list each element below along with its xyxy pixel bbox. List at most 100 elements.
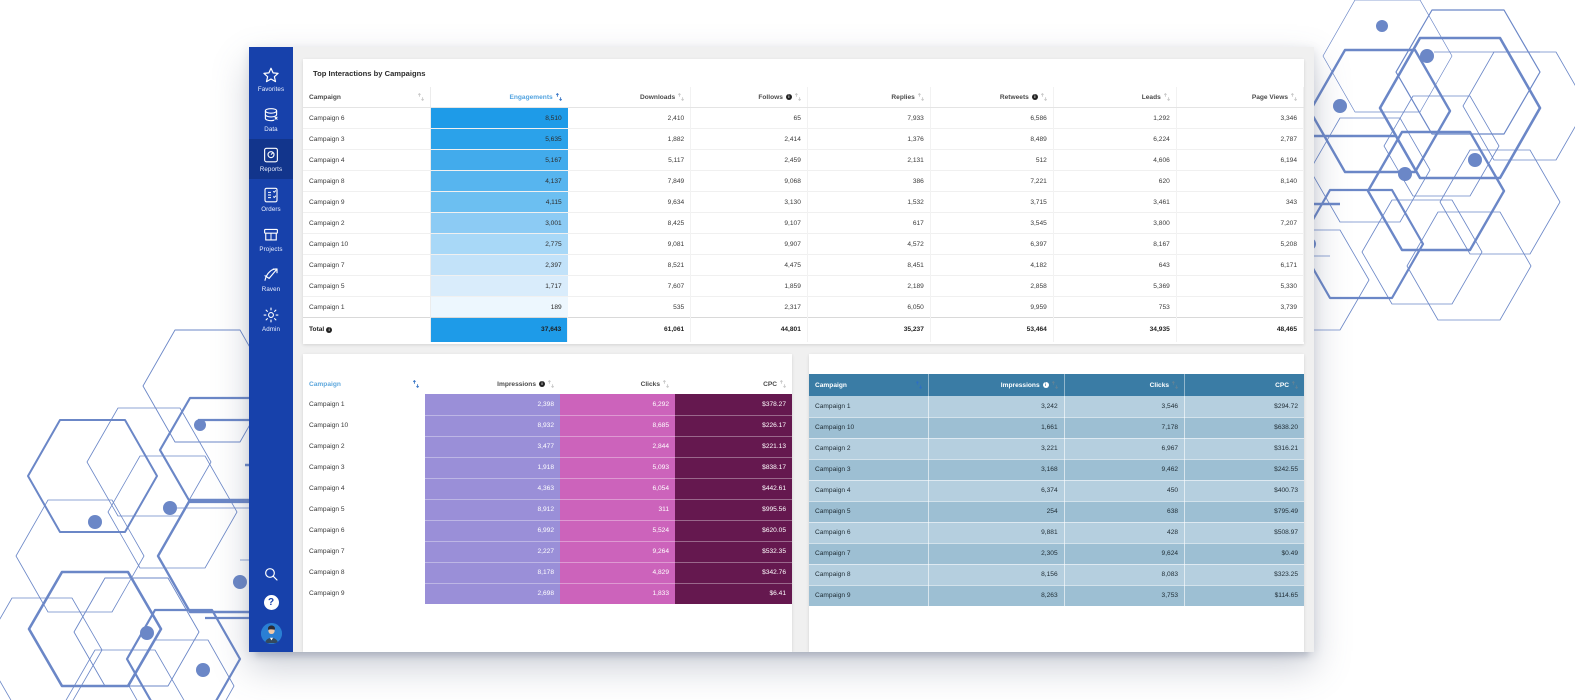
cell-cpc: $323.25 [1184,564,1304,586]
sort-icon[interactable] [548,380,554,388]
column-label: CPC [763,380,777,388]
sort-icon[interactable] [413,380,419,388]
search-icon[interactable] [263,566,279,582]
sort-icon[interactable] [917,93,924,101]
cell-retweets: 512 [930,149,1054,171]
table-row[interactable]: Campaign 10 8,932 8,685 $226.17 [303,415,792,437]
cell-engagements: 189 [430,296,568,318]
table-row[interactable]: Campaign 6 6,992 5,524 $620.05 [303,520,792,542]
table-row[interactable]: Campaign 4 5,167 5,117 2,459 2,131 512 4,606 6,… [303,149,1304,171]
column-header-page-views[interactable]: Page Views [1176,87,1304,108]
sort-icon[interactable] [794,93,801,101]
sort-icon[interactable] [1292,381,1298,389]
sort-icon[interactable] [1291,93,1297,101]
right-table-scroll[interactable]: Campaign Impressions i Clicks CPC Campaig… [809,374,1304,652]
table-row[interactable]: Campaign 8 4,137 7,849 9,068 386 7,221 620 8,14… [303,170,1304,192]
sidebar-item-reports[interactable]: Reports [249,139,293,179]
table-row[interactable]: Campaign 10 2,775 9,081 9,907 4,572 6,397 8,16… [303,233,1304,255]
column-header-cpc[interactable]: CPC [1184,374,1304,396]
cell-impressions: 8,932 [425,415,560,437]
table-row[interactable]: Campaign 6 9,881 428 $508.97 [809,522,1304,544]
table-row[interactable]: Campaign 7 2,305 9,624 $0.49 [809,543,1304,565]
column-header-retweets[interactable]: Retweets i [930,87,1054,108]
table-row[interactable]: Campaign 7 2,227 9,264 $532.35 [303,541,792,563]
cell-retweets: 8,489 [930,128,1054,150]
sort-icon[interactable] [417,93,424,101]
table-row[interactable]: Campaign 8 8,178 4,829 $342.76 [303,562,792,584]
column-header-campaign[interactable]: Campaign [809,374,929,396]
table-row[interactable]: Campaign 4 4,363 6,054 $442.61 [303,478,792,500]
table-row[interactable]: Campaign 9 2,698 1,833 $6.41 [303,583,792,605]
table-row[interactable]: Campaign 2 3,001 8,425 9,107 617 3,545 3,800 7,… [303,212,1304,234]
table-row[interactable]: Campaign 3 5,635 1,882 2,414 1,376 8,489 6,224… [303,128,1304,150]
sort-icon[interactable] [1040,93,1047,101]
info-icon[interactable]: i [326,327,333,334]
table-row[interactable]: Campaign 2 3,221 6,967 $316.21 [809,438,1304,460]
top-interactions-card: Top Interactions by Campaigns Campaign E… [303,59,1304,344]
sort-icon[interactable] [1051,381,1058,389]
cell-campaign: Campaign 9 [303,191,431,213]
sidebar-utility-group: ? [249,566,293,644]
sort-icon[interactable] [780,380,786,388]
application-window: Favorites Data Reports [249,47,1314,652]
column-header-campaign[interactable]: Campaign [303,374,425,394]
table-row[interactable]: Campaign 6 8,510 2,410 65 7,933 6,586 1,292 3,3… [303,107,1304,129]
cell-total-label: Total i [303,317,431,342]
sidebar-item-raven[interactable]: Raven [249,259,293,299]
cell-impressions: 2,227 [425,541,560,563]
cell-impressions: 3,168 [928,459,1065,481]
cell-cpc: $532.35 [675,541,792,563]
column-header-clicks[interactable]: Clicks [1064,374,1186,396]
column-header-cpc[interactable]: CPC [675,374,792,394]
left-table-scroll[interactable]: Campaign Impressions i Clicks CPC Campaig… [303,374,792,652]
sort-icon[interactable] [678,93,685,101]
table-row[interactable]: Campaign 5 1,717 7,607 1,859 2,189 2,858 5,369… [303,275,1304,297]
table-row[interactable]: Campaign 9 4,115 9,634 3,130 1,532 3,715 3,461… [303,191,1304,213]
info-icon[interactable]: i [785,94,792,100]
table-row[interactable]: Campaign 3 3,168 9,462 $242.55 [809,459,1304,481]
column-header-downloads[interactable]: Downloads [567,87,692,108]
avatar[interactable] [260,623,282,644]
table-row[interactable]: Campaign 4 6,374 450 $400.73 [809,480,1304,502]
table-row[interactable]: Campaign 5 8,912 311 $995.56 [303,499,792,521]
cell-downloads: 7,607 [567,275,692,297]
sort-icon[interactable] [1172,381,1179,389]
cell-leads: 643 [1053,254,1177,276]
sort-icon[interactable] [663,380,669,388]
sort-icon[interactable] [1163,93,1170,101]
column-header-follows[interactable]: Follows i [690,87,808,108]
sidebar-item-data[interactable]: Data [249,99,293,139]
database-icon [264,108,278,122]
sort-icon[interactable] [555,93,562,101]
table-row[interactable]: Campaign 2 3,477 2,844 $221.13 [303,436,792,458]
table-row[interactable]: Campaign 9 8,263 3,753 $114.65 [809,585,1304,607]
cell-cpc: $508.97 [1184,522,1304,544]
table-row[interactable]: Campaign 5 254 638 $795.49 [809,501,1304,523]
info-icon[interactable]: i [1031,94,1038,100]
info-icon[interactable]: i [539,381,545,387]
table-row[interactable]: Campaign 8 8,156 8,083 $323.25 [809,564,1304,586]
table-row[interactable]: Campaign 1 3,242 3,546 $294.72 [809,396,1304,418]
column-header-replies[interactable]: Replies [807,87,931,108]
top-table-scroll[interactable]: Campaign Engagements Downloads Follows i … [303,87,1304,344]
table-row[interactable]: Campaign 1 2,398 6,292 $378.27 [303,394,792,416]
info-icon[interactable]: i [1042,382,1049,388]
column-label: Campaign [309,93,341,101]
sidebar-item-favorites[interactable]: Favorites [249,59,293,99]
column-header-engagements[interactable]: Engagements [430,87,568,108]
column-header-campaign[interactable]: Campaign [303,87,431,108]
sidebar-item-orders[interactable]: Orders [249,179,293,219]
table-row[interactable]: Campaign 1 189 535 2,317 6,050 9,959 753 3,739 [303,296,1304,318]
sort-icon[interactable] [915,381,922,389]
sidebar-item-admin[interactable]: Admin [249,299,293,339]
column-header-leads[interactable]: Leads [1053,87,1177,108]
sidebar-item-projects[interactable]: Projects [249,219,293,259]
table-row[interactable]: Campaign 3 1,918 5,093 $838.17 [303,457,792,479]
column-header-clicks[interactable]: Clicks [560,374,675,394]
column-header-impressions[interactable]: Impressions i [425,374,560,394]
table-row[interactable]: Campaign 7 2,397 8,521 4,475 8,451 4,182 643 6,… [303,254,1304,276]
help-icon[interactable]: ? [263,595,279,610]
table-row[interactable]: Campaign 10 1,661 7,178 $638.20 [809,417,1304,439]
cell-campaign: Campaign 10 [809,417,929,439]
column-header-impressions[interactable]: Impressions i [928,374,1065,396]
